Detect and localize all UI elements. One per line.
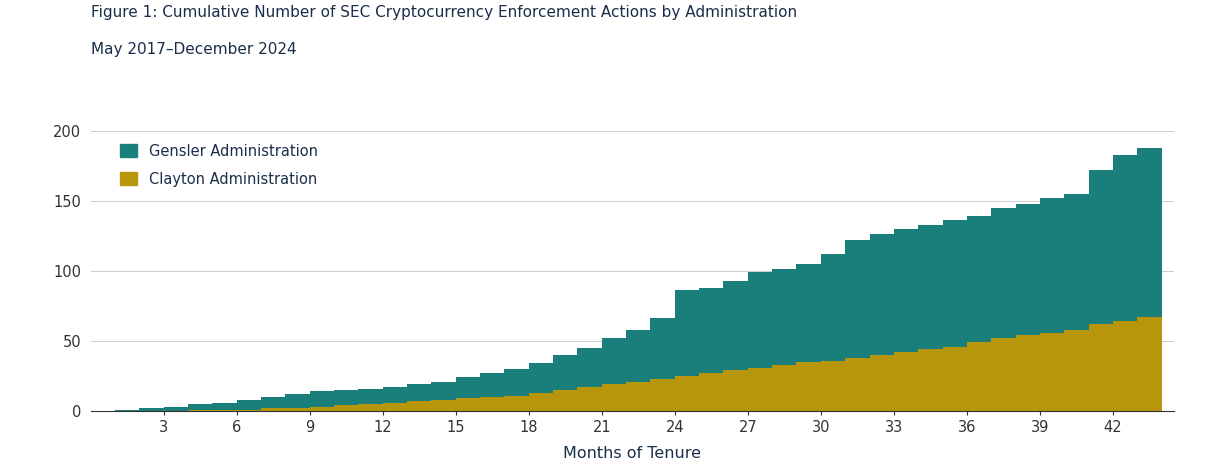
Legend: Gensler Administration, Clayton Administration: Gensler Administration, Clayton Administ… bbox=[120, 144, 318, 187]
X-axis label: Months of Tenure: Months of Tenure bbox=[563, 446, 702, 461]
Text: May 2017–December 2024: May 2017–December 2024 bbox=[91, 42, 296, 57]
Text: Figure 1: Cumulative Number of SEC Cryptocurrency Enforcement Actions by Adminis: Figure 1: Cumulative Number of SEC Crypt… bbox=[91, 5, 797, 20]
